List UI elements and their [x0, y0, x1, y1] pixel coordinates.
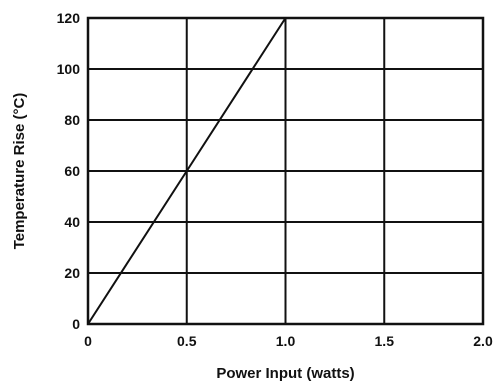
y-tick-label: 0 — [72, 316, 80, 332]
y-tick-label: 40 — [64, 214, 80, 230]
y-axis-label: Temperature Rise (°C) — [11, 93, 28, 250]
x-tick-label: 1.5 — [375, 333, 395, 349]
grid-lines — [86, 16, 485, 326]
x-axis-label: Power Input (watts) — [216, 365, 354, 382]
y-tick-label: 80 — [64, 112, 80, 128]
x-tick-label: 0.5 — [177, 333, 197, 349]
x-tick-label: 0 — [84, 333, 92, 349]
y-tick-label: 20 — [64, 265, 80, 281]
x-tick-label: 1.0 — [276, 333, 296, 349]
x-tick-label: 2.0 — [473, 333, 493, 349]
y-tick-label: 100 — [57, 61, 81, 77]
series-line — [87, 17, 287, 325]
y-tick-label: 60 — [64, 163, 80, 179]
series-layer — [87, 17, 287, 325]
y-tick-label: 120 — [57, 10, 81, 26]
tick-labels: 0 0.5 1.0 1.5 2.0 0 20 40 60 80 100 120 — [57, 10, 493, 349]
